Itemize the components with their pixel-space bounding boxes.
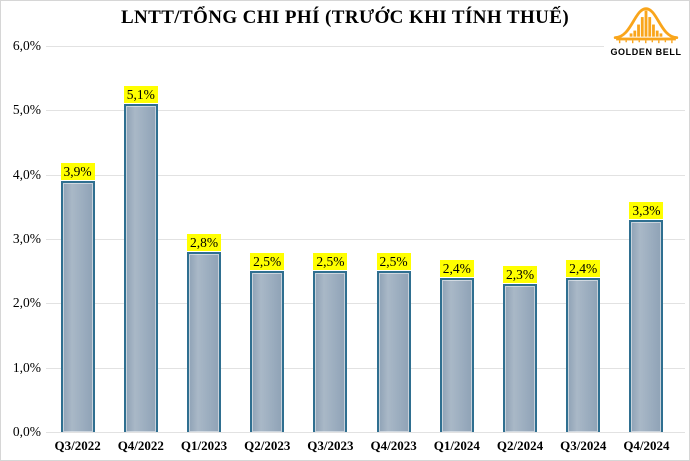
bar-slot: 3,9% xyxy=(46,46,109,432)
gridline xyxy=(46,303,685,305)
golden-bell-logo: GOLDEN BELL xyxy=(604,1,688,59)
bar-Q1/2023 xyxy=(187,251,221,432)
y-tick-label: 1,0% xyxy=(12,359,41,375)
logo-text: GOLDEN BELL xyxy=(610,47,682,57)
bar-value-label: 2,5% xyxy=(313,253,348,271)
x-tick-label: Q1/2024 xyxy=(433,438,480,453)
x-tick-label: Q2/2023 xyxy=(244,438,291,453)
chart-title: LNTT/TỔNG CHI PHÍ (TRƯỚC KHI TÍNH THUẾ) xyxy=(120,7,570,28)
bar-value-label: 5,1% xyxy=(123,85,158,103)
bars-container: 3,9% 5,1% 2,8% 2,5% 2,5% 2,5% 2,4% 2,3% 2,4% 3,3% xyxy=(46,46,678,432)
bell-curve-logo-icon xyxy=(613,7,679,44)
x-tick-label: Q2/2024 xyxy=(496,438,544,453)
bar-slot: 2,5% xyxy=(299,46,362,432)
y-tick-label: 3,0% xyxy=(12,231,41,246)
bar-slot: 2,5% xyxy=(362,46,425,432)
bar-value-label: 2,5% xyxy=(250,253,285,271)
bar-value-label: 2,5% xyxy=(376,253,411,271)
bar-slot: 5,1% xyxy=(109,46,172,432)
gridline xyxy=(46,174,685,176)
gridline xyxy=(46,46,685,47)
x-tick-label: Q3/2022 xyxy=(54,438,101,453)
bar-slot: 2,4% xyxy=(425,46,488,432)
y-tick-label: 4,0% xyxy=(12,166,41,182)
gridline xyxy=(46,367,685,369)
x-tick-label: Q1/2023 xyxy=(180,438,228,453)
bar-value-label: 3,3% xyxy=(629,201,664,219)
bar-Q3/2024 xyxy=(566,277,601,432)
bar-slot: 2,5% xyxy=(236,46,299,432)
y-tick-label: 0,0% xyxy=(12,424,41,439)
y-tick-label: 5,0% xyxy=(12,102,41,118)
y-tick-label: 6,0% xyxy=(12,38,41,53)
bar-value-label: 2,4% xyxy=(566,259,601,277)
bar-slot: 2,4% xyxy=(552,46,615,432)
x-tick-label: Q4/2023 xyxy=(370,438,417,453)
x-tick-label: Q4/2024 xyxy=(623,438,670,453)
plot-area: 3,9% 5,1% 2,8% 2,5% 2,5% 2,5% 2,4% 2,3% 2,4% 3,3% xyxy=(46,46,685,433)
bar-Q3/2022 xyxy=(60,181,95,432)
bar-slot: 2,8% xyxy=(172,46,235,432)
bar-Q4/2023 xyxy=(376,271,411,432)
gridline xyxy=(46,239,685,240)
bar-value-label: 2,3% xyxy=(502,266,538,284)
y-tick-label: 2,0% xyxy=(12,295,41,311)
bar-Q2/2024 xyxy=(503,284,538,432)
bar-value-label: 3,9% xyxy=(60,163,95,181)
x-tick-label: Q3/2024 xyxy=(560,438,607,453)
bar-Q4/2024 xyxy=(629,219,664,432)
bar-Q3/2023 xyxy=(313,271,348,432)
x-axis-labels: Q3/2022 Q4/2022 Q1/2023 Q2/2023 Q3/2023 Q4/20… xyxy=(46,438,678,454)
bar-Q4/2022 xyxy=(123,103,158,432)
gridline xyxy=(46,110,685,112)
bar-Q1/2024 xyxy=(439,277,474,432)
x-tick-label: Q3/2023 xyxy=(307,438,354,453)
gridline xyxy=(46,432,685,433)
bar-slot: 3,3% xyxy=(615,46,678,432)
bar-value-label: 2,4% xyxy=(439,259,474,277)
x-tick-label: Q4/2022 xyxy=(117,438,164,453)
bar-Q2/2023 xyxy=(250,271,285,432)
bar-value-label: 2,8% xyxy=(186,233,222,251)
bar-slot: 2,3% xyxy=(488,46,551,432)
